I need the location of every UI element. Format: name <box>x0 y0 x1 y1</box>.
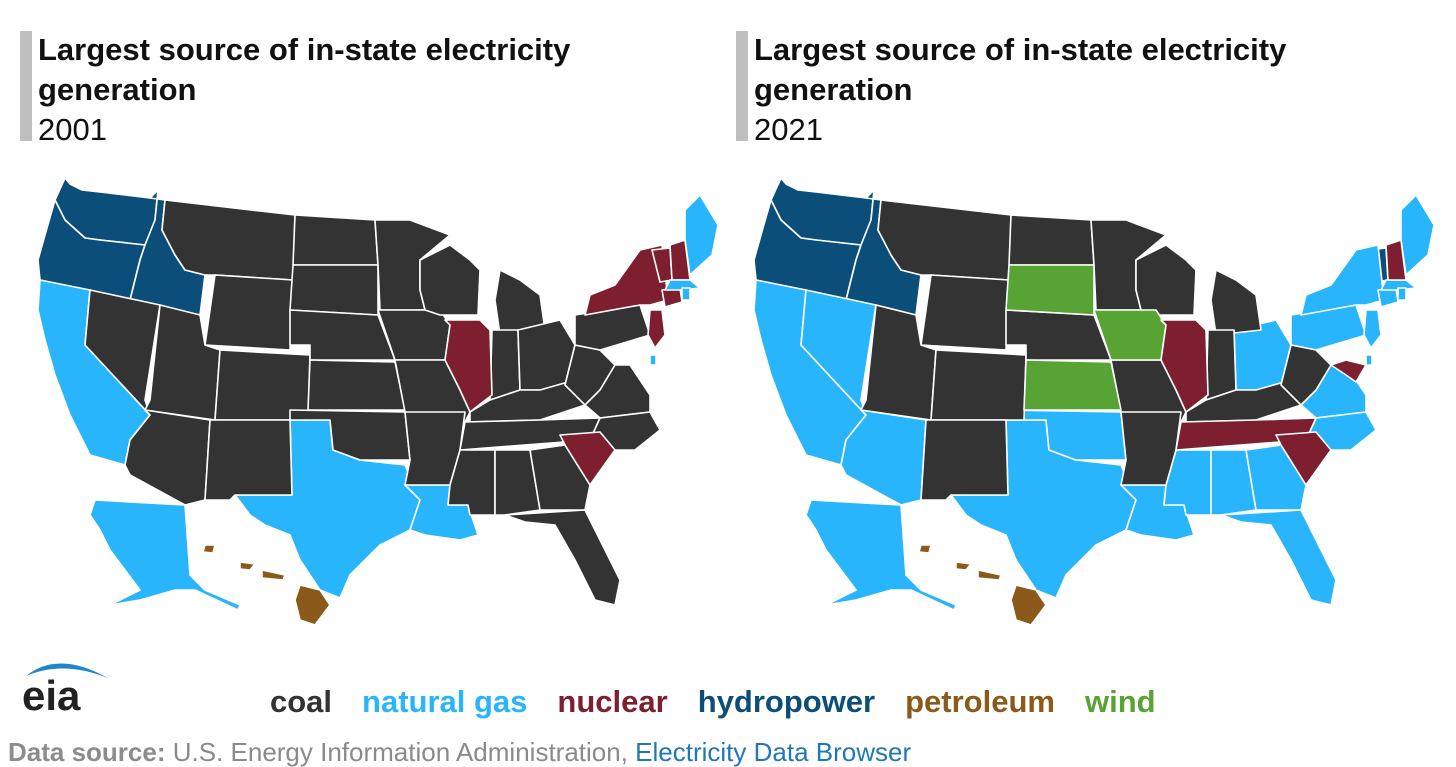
panel-title-heading: Largest source of in-state electricity g… <box>754 32 1287 107</box>
eia-logo-arc-icon <box>26 663 108 678</box>
state-florida <box>1220 509 1337 606</box>
state-south-carolina <box>559 431 616 486</box>
state-south-carolina <box>1275 431 1332 486</box>
state-nebraska <box>1005 309 1112 361</box>
panel-title-heading: Largest source of in-state electricity g… <box>38 32 571 107</box>
state-illinois <box>444 319 493 413</box>
state-connecticut <box>661 287 683 308</box>
legend: coal natural gas nuclear hydropower petr… <box>270 680 1230 724</box>
state-florida <box>504 509 621 606</box>
state-hawaii-1 <box>918 544 932 554</box>
data-source-label: Data source: <box>8 737 166 767</box>
state-illinois <box>1160 319 1209 413</box>
state-north-dakota <box>1008 214 1095 266</box>
state-kansas <box>307 359 406 411</box>
us-map-2021 <box>753 177 1435 626</box>
state-alabama <box>1210 449 1257 516</box>
electricity-data-browser-link[interactable]: Electricity Data Browser <box>635 737 912 767</box>
state-alaska <box>89 499 241 611</box>
state-wyoming <box>204 274 294 351</box>
state-new-jersey <box>1363 309 1382 349</box>
state-indiana <box>489 329 521 401</box>
state-south-dakota <box>289 264 379 316</box>
map-panel-2021: Largest source of in-state electricity g… <box>716 0 1436 640</box>
data-source-text: U.S. Energy Information Administration, <box>165 737 636 767</box>
state-new-mexico <box>920 419 1009 501</box>
panel-title-year: 2021 <box>754 112 823 147</box>
state-wisconsin <box>419 244 481 316</box>
state-hawaii-2 <box>955 561 972 571</box>
state-indiana <box>1205 329 1237 401</box>
state-wyoming <box>920 274 1010 351</box>
state-colorado <box>930 349 1027 421</box>
title-accent-bar <box>20 31 32 141</box>
state-massachusetts <box>664 279 701 291</box>
us-map-2001 <box>37 177 719 626</box>
legend-item-petroleum: petroleum <box>905 684 1055 719</box>
legend-item-coal: coal <box>270 684 333 719</box>
eia-logo-text: eia <box>22 672 81 716</box>
state-hawaii-2 <box>239 561 256 571</box>
state-new-york <box>1300 244 1385 316</box>
state-hawaii-4 <box>1010 584 1047 626</box>
map-panel-2001: Largest source of in-state electricity g… <box>0 0 720 640</box>
data-source-line: Data source: U.S. Energy Information Adm… <box>8 737 1448 767</box>
legend-item-hydropower: hydropower <box>697 684 876 719</box>
state-maine <box>1400 194 1435 276</box>
state-new-mexico <box>204 419 293 501</box>
state-delaware <box>1365 354 1373 366</box>
legend-item-wind: wind <box>1084 684 1156 719</box>
state-hawaii-3 <box>261 569 286 581</box>
state-nebraska <box>289 309 396 361</box>
state-rhode-island <box>681 287 691 301</box>
state-michigan <box>1210 269 1262 336</box>
state-south-dakota <box>1005 264 1095 316</box>
panel-title-year: 2001 <box>38 112 107 147</box>
state-maine <box>684 194 719 276</box>
state-new-hampshire <box>1385 239 1407 281</box>
state-tennessee <box>1175 417 1317 451</box>
state-arkansas <box>1120 411 1182 486</box>
state-kansas <box>1023 359 1122 411</box>
legend-item-nuclear: nuclear <box>557 684 668 719</box>
state-hawaii-3 <box>977 569 1002 581</box>
state-maryland <box>1330 359 1367 383</box>
title-accent-bar <box>736 31 748 141</box>
state-new-jersey <box>647 309 666 349</box>
state-alaska <box>805 499 957 611</box>
state-connecticut <box>1377 287 1399 308</box>
panel-title: Largest source of in-state electricity g… <box>754 30 1414 150</box>
state-rhode-island <box>1397 287 1407 301</box>
state-north-dakota <box>292 214 379 266</box>
state-delaware <box>649 354 657 366</box>
state-alabama <box>494 449 541 516</box>
state-hawaii-1 <box>202 544 216 554</box>
legend-item-natural-gas: natural gas <box>362 684 528 719</box>
eia-logo: eia <box>18 648 114 719</box>
state-wisconsin <box>1135 244 1197 316</box>
state-hawaii-4 <box>294 584 331 626</box>
panel-title: Largest source of in-state electricity g… <box>38 30 698 150</box>
